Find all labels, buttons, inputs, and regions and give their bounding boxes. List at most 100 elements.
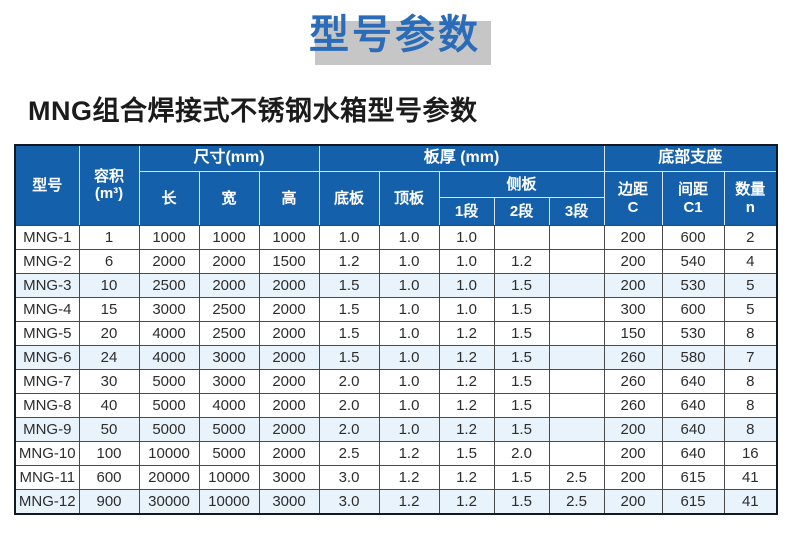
value-cell: 10000 — [198, 489, 260, 515]
value-cell: 1.2 — [318, 249, 380, 275]
value-cell: 1.5 — [318, 321, 380, 347]
value-cell — [548, 249, 605, 275]
value-cell: 100 — [78, 441, 140, 467]
value-cell: 5000 — [198, 417, 260, 443]
value-cell: 2.5 — [318, 441, 380, 467]
header-seg-row: 1段 2段 3段 — [15, 197, 777, 227]
value-cell: 640 — [661, 417, 725, 443]
table-row: MNG-9 50 5000 5000 2000 2.0 1.0 1.2 1.5 200 640 8 — [14, 417, 778, 443]
value-cell: 640 — [661, 393, 725, 419]
model-cell: MNG-11 — [14, 465, 80, 491]
value-cell: 30 — [78, 369, 140, 395]
value-cell: 200 — [603, 273, 663, 299]
table-row: MNG-8 40 5000 4000 2000 2.0 1.0 1.2 1.5 260 640 8 — [14, 393, 778, 419]
value-cell: 10000 — [198, 465, 260, 491]
model-cell: MNG-5 — [14, 321, 80, 347]
value-cell: 4000 — [138, 345, 200, 371]
value-cell: 1000 — [138, 225, 200, 251]
value-cell: 1.5 — [318, 345, 380, 371]
value-cell: 3000 — [138, 297, 200, 323]
value-cell: 2500 — [198, 297, 260, 323]
value-cell: 1.0 — [438, 273, 495, 299]
value-cell: 1.2 — [438, 489, 495, 515]
model-cell: MNG-3 — [14, 273, 80, 299]
value-cell: 530 — [661, 321, 725, 347]
value-cell: 900 — [78, 489, 140, 515]
value-cell: 1.5 — [493, 369, 550, 395]
value-cell: 1.2 — [438, 465, 495, 491]
col-header-spacing-line2: C1 — [683, 198, 703, 216]
table-row: MNG-6 24 4000 3000 2000 1.5 1.0 1.2 1.5 260 580 7 — [14, 345, 778, 371]
col-header-height: 高 — [258, 171, 320, 227]
value-cell: 640 — [661, 369, 725, 395]
value-cell: 2500 — [198, 321, 260, 347]
col-header-edge-line2: C — [627, 198, 639, 216]
col-header-bottom-plate: 底板 — [318, 171, 380, 227]
value-cell: 260 — [603, 369, 663, 395]
table-body: MNG-1 1 1000 1000 1000 1.0 1.0 1.0 200 600 2 MNG-2 6… — [14, 225, 778, 515]
value-cell: 4000 — [198, 393, 260, 419]
value-cell: 1.5 — [493, 393, 550, 419]
page-title: 型号参数 — [309, 13, 481, 57]
value-cell — [548, 321, 605, 347]
value-cell: 2500 — [138, 273, 200, 299]
value-cell: 2000 — [258, 273, 320, 299]
col-header-edge-c: 边距 C — [603, 171, 663, 227]
value-cell — [548, 345, 605, 371]
col-header-qty-n: 数量 n — [723, 171, 778, 227]
col-header-capacity-line2: (m³) — [94, 185, 124, 203]
col-header-qty-line2: n — [745, 198, 755, 216]
table-row: MNG-2 6 2000 2000 1500 1.2 1.0 1.0 1.2 200 540 4 — [14, 249, 778, 275]
col-header-seg2: 2段 — [493, 197, 550, 227]
col-header-capacity: 容积 (m³) — [78, 144, 140, 227]
value-cell: 615 — [661, 465, 725, 491]
value-cell: 1.0 — [378, 417, 440, 443]
value-cell: 6 — [78, 249, 140, 275]
model-cell: MNG-10 — [14, 441, 80, 467]
value-cell: 2000 — [258, 369, 320, 395]
value-cell — [548, 417, 605, 443]
value-cell: 1.0 — [378, 393, 440, 419]
value-cell: 2.0 — [493, 441, 550, 467]
value-cell: 24 — [78, 345, 140, 371]
value-cell: 16 — [723, 441, 778, 467]
value-cell: 2 — [723, 225, 778, 251]
value-cell: 2000 — [198, 249, 260, 275]
value-cell: 200 — [603, 249, 663, 275]
value-cell: 2000 — [258, 441, 320, 467]
value-cell: 3000 — [258, 465, 320, 491]
value-cell: 260 — [603, 393, 663, 419]
value-cell: 8 — [723, 417, 778, 443]
value-cell: 1.0 — [438, 249, 495, 275]
value-cell: 2.0 — [318, 393, 380, 419]
value-cell: 2000 — [198, 273, 260, 299]
value-cell: 8 — [723, 369, 778, 395]
table-row: MNG-7 30 5000 3000 2000 2.0 1.0 1.2 1.5 260 640 8 — [14, 369, 778, 395]
value-cell: 260 — [603, 345, 663, 371]
value-cell: 50 — [78, 417, 140, 443]
value-cell: 3000 — [258, 489, 320, 515]
value-cell: 580 — [661, 345, 725, 371]
value-cell: 200 — [603, 225, 663, 251]
col-header-width: 宽 — [198, 171, 260, 227]
model-cell: MNG-1 — [14, 225, 80, 251]
col-header-edge-line1: 边距 — [618, 181, 649, 199]
value-cell — [548, 273, 605, 299]
value-cell: 1.5 — [493, 489, 550, 515]
value-cell: 600 — [661, 297, 725, 323]
value-cell: 20 — [78, 321, 140, 347]
col-header-spacing-line1: 间距 — [678, 181, 709, 199]
value-cell: 1.2 — [438, 417, 495, 443]
value-cell: 1.2 — [438, 393, 495, 419]
model-cell: MNG-8 — [14, 393, 80, 419]
title-bar: 型号参数 — [0, 0, 790, 65]
value-cell: 15 — [78, 297, 140, 323]
value-cell: 2.5 — [548, 465, 605, 491]
title-wrap: 型号参数 — [307, 13, 491, 65]
col-header-model: 型号 — [14, 144, 80, 227]
header-group-row: 型号 容积 (m³) 尺寸(mm) 板厚 (mm) 底部支座 — [14, 144, 778, 227]
value-cell: 540 — [661, 249, 725, 275]
value-cell: 2000 — [258, 393, 320, 419]
value-cell: 8 — [723, 321, 778, 347]
value-cell: 1.2 — [378, 441, 440, 467]
